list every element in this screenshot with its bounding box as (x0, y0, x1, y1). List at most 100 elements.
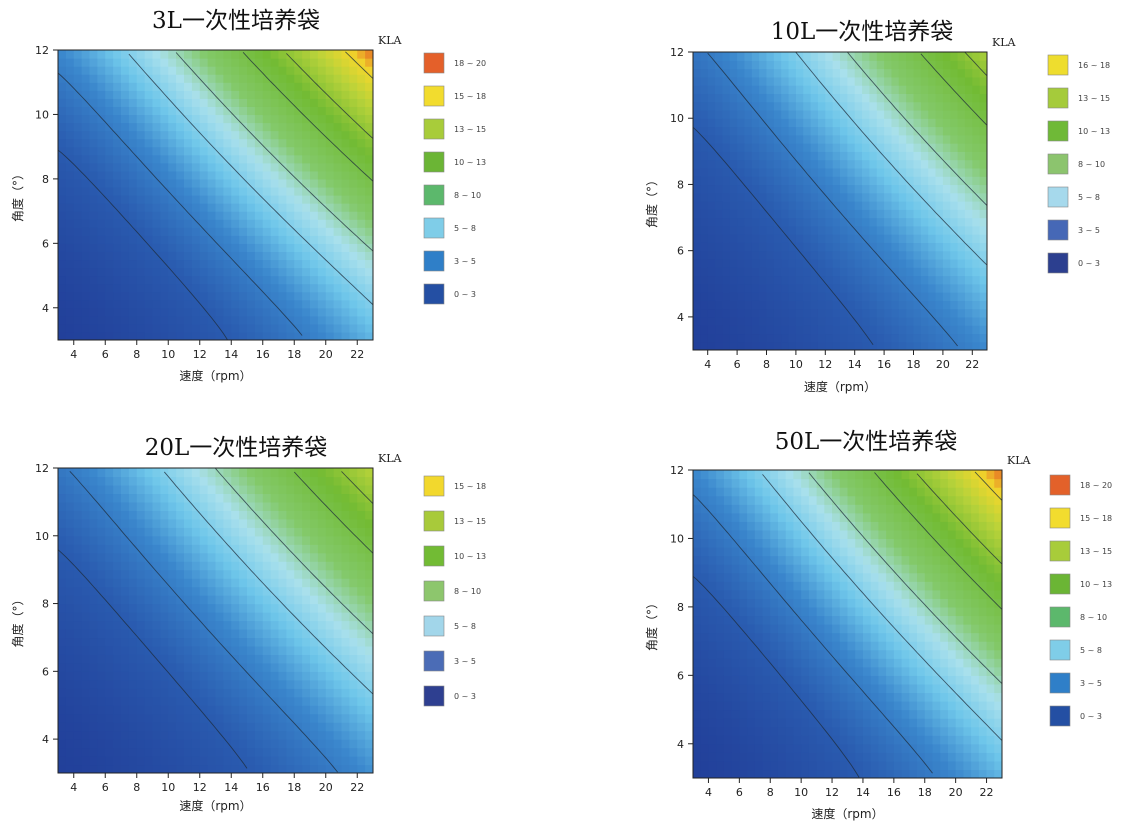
y-tick-label: 6 (42, 237, 49, 250)
heatmap-cell (310, 756, 319, 766)
heatmap-cell (310, 595, 319, 605)
heatmap-cell (302, 561, 311, 571)
heatmap-cell (136, 620, 146, 630)
heatmap-cell (700, 735, 710, 745)
heatmap-cell (128, 299, 138, 309)
heatmap-cell (215, 595, 224, 605)
heatmap-cell (731, 658, 740, 668)
heatmap-cell (65, 518, 75, 528)
heatmap-cell (73, 178, 83, 188)
heatmap-cell (73, 561, 83, 571)
heatmap-cell (144, 620, 154, 630)
heatmap-cell (862, 333, 870, 343)
heatmap-cell (215, 259, 224, 269)
heatmap-cell (270, 74, 280, 83)
heatmap-cell (825, 250, 834, 260)
heatmap-cell (906, 192, 915, 202)
heatmap-cell (803, 292, 812, 301)
heatmap-cell (215, 162, 224, 172)
heatmap-cell (73, 654, 83, 664)
heatmap-cell (979, 134, 987, 144)
heatmap-cell (317, 307, 327, 317)
heatmap-cell (310, 235, 319, 244)
heatmap-cell (254, 74, 264, 83)
heatmap-cell (65, 713, 75, 723)
legend-swatch (1047, 54, 1069, 76)
heatmap-cell (942, 283, 951, 293)
heatmap-cell (832, 308, 841, 318)
heatmap-cell (294, 203, 303, 212)
heatmap-cell (270, 747, 280, 757)
x-tick-label: 18 (287, 781, 301, 794)
heatmap-cell (184, 275, 193, 285)
heatmap-cell (333, 603, 343, 613)
heatmap-cell (97, 764, 106, 773)
heatmap-cell (65, 552, 75, 562)
heatmap-cell (964, 85, 973, 94)
heatmap-cell (105, 501, 114, 511)
heatmap-cell (144, 170, 154, 180)
heatmap-cell (754, 658, 764, 668)
heatmap-cell (262, 705, 272, 715)
heatmap-cell (152, 90, 161, 99)
heatmap-cell (737, 167, 746, 177)
heatmap-cell (97, 510, 106, 520)
heatmap-cell (700, 666, 710, 676)
heatmap-cell (781, 333, 790, 343)
heatmap-cell (341, 114, 350, 124)
y-tick-label: 6 (677, 245, 684, 258)
heatmap-cell (207, 764, 217, 773)
heatmap-cell (121, 251, 130, 261)
heatmap-cell (862, 325, 870, 335)
heatmap-cell (152, 227, 161, 236)
heatmap-cell (891, 143, 900, 152)
heatmap-cell (168, 603, 177, 613)
heatmap-cell (81, 535, 91, 545)
heatmap-cell (302, 283, 311, 293)
heatmap-cell (73, 628, 83, 639)
heatmap-cell (957, 267, 966, 277)
legend-swatch (1047, 153, 1069, 175)
heatmap-cell (707, 109, 716, 119)
heatmap-cell (184, 756, 193, 766)
heatmap-cell (191, 315, 201, 325)
heatmap-cell (239, 612, 248, 622)
heatmap-cell (795, 217, 804, 227)
heatmap-cell (898, 52, 907, 61)
heatmap-cell (744, 250, 753, 260)
heatmap-cell (906, 126, 915, 136)
heatmap-cell (357, 58, 366, 67)
heatmap-cell (357, 696, 366, 706)
heatmap-cell (737, 234, 746, 243)
heatmap-cell (262, 645, 272, 655)
heatmap-cell (168, 561, 177, 571)
chart-title: 20L一次性培养袋 (145, 435, 328, 461)
y-tick-label: 4 (42, 302, 49, 315)
heatmap-cell (310, 484, 319, 495)
legend-label: 13 ~ 15 (454, 517, 486, 526)
heatmap-cell (731, 752, 740, 762)
heatmap-cell (891, 151, 900, 161)
heatmap-cell (168, 162, 177, 172)
heatmap-cell (207, 178, 217, 188)
heatmap-cell (788, 126, 797, 136)
heatmap-cell (747, 666, 756, 676)
heatmap-cell (731, 666, 740, 676)
heatmap-cell (152, 468, 161, 478)
heatmap-cell (302, 654, 311, 664)
heatmap-cell (964, 76, 973, 86)
heatmap-cell (862, 68, 870, 78)
heatmap-cell (942, 267, 951, 277)
heatmap-cell (223, 544, 232, 554)
heatmap-cell (105, 747, 114, 757)
heatmap-cell (759, 275, 768, 285)
heatmap-cell (113, 569, 122, 579)
heatmap-cell (773, 176, 782, 186)
heatmap-cell (729, 76, 738, 86)
heatmap-cell (65, 291, 75, 301)
heatmap-cell (357, 739, 366, 749)
heatmap-cell (862, 159, 870, 169)
heatmap-cell (759, 325, 768, 335)
heatmap-cell (168, 211, 177, 220)
heatmap-cell (876, 184, 885, 194)
